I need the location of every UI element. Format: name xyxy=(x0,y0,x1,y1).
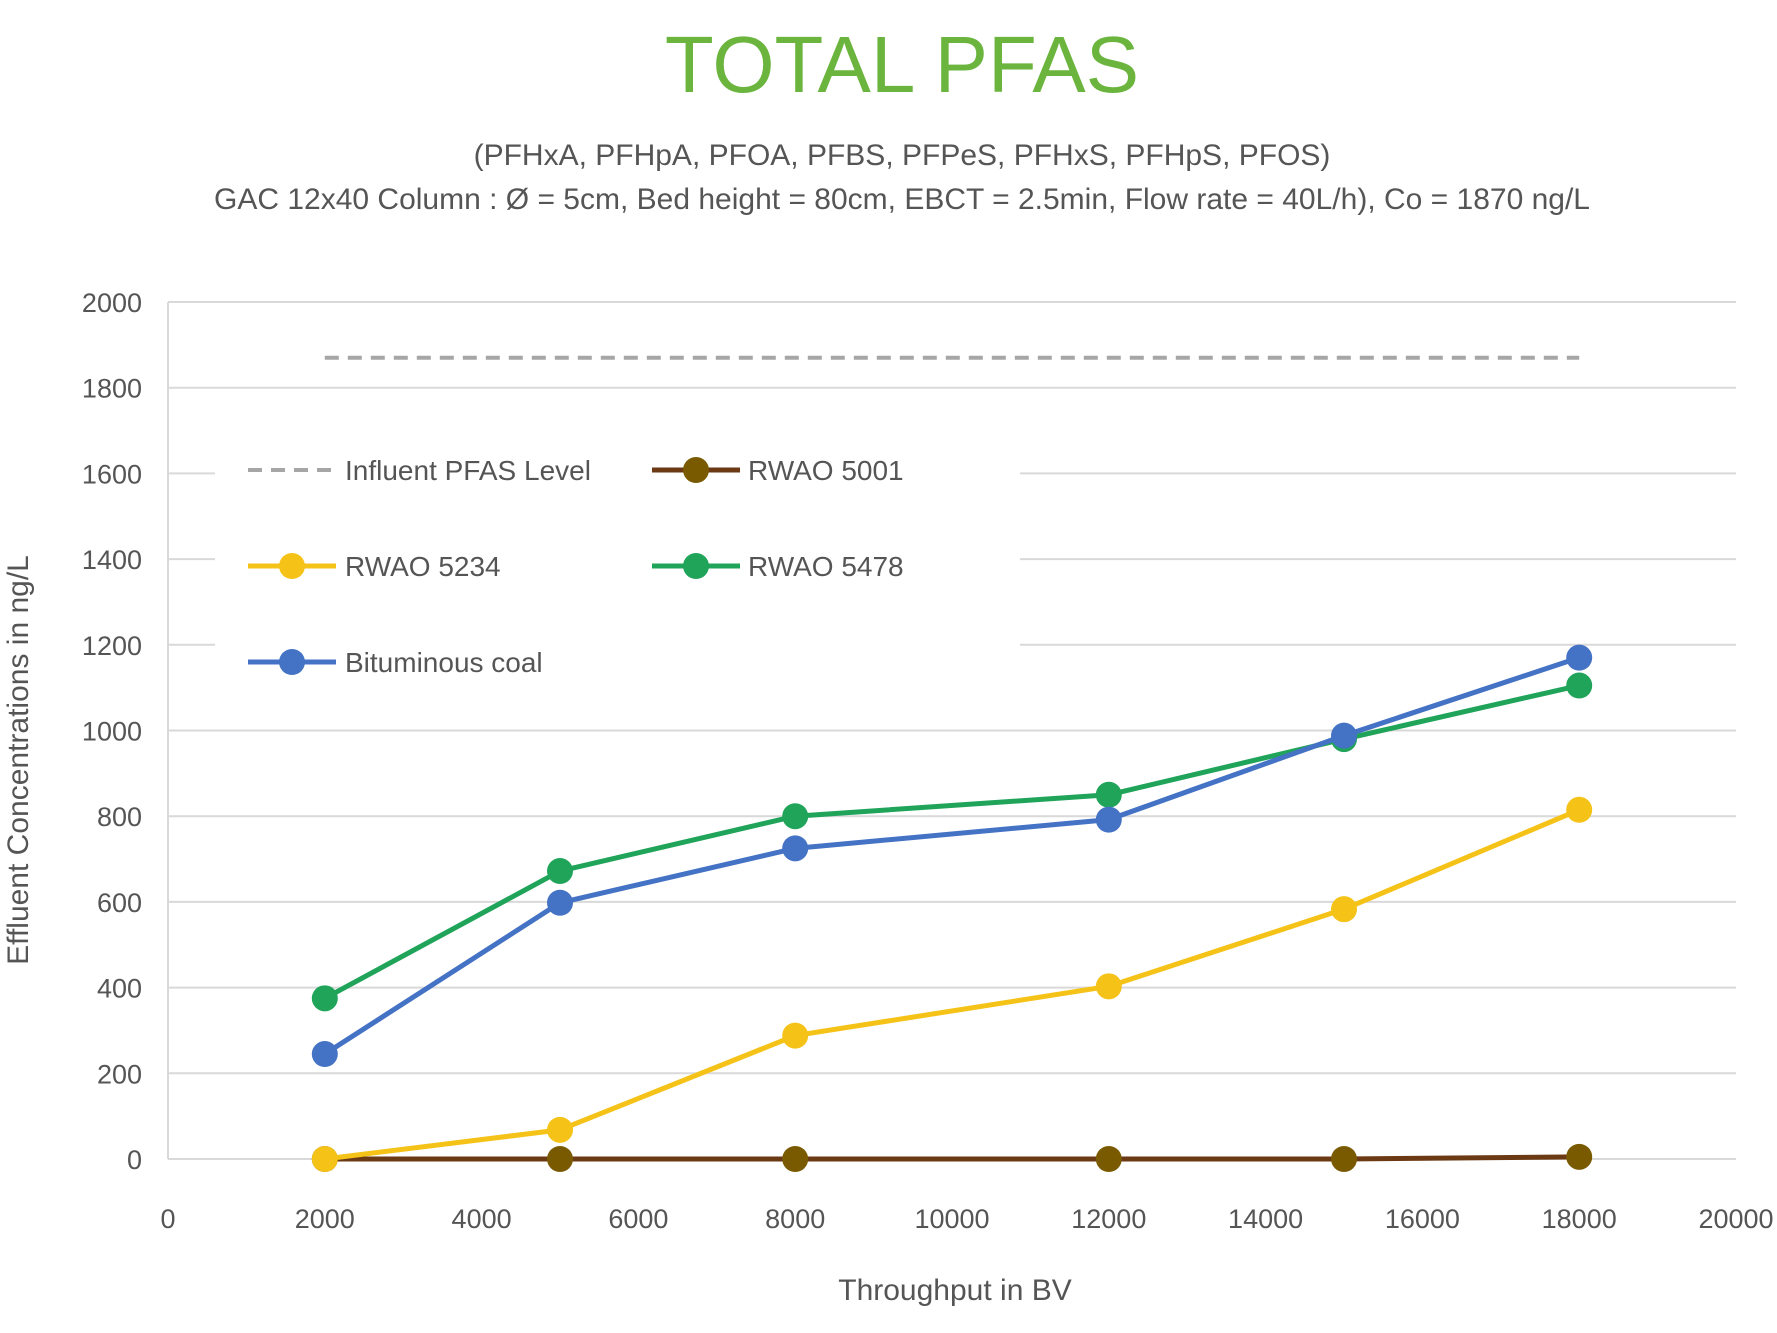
data-point-rwao-5001-12000 xyxy=(1095,1146,1122,1172)
y-tick-label-1400: 1400 xyxy=(82,545,142,575)
y-tick-label-1200: 1200 xyxy=(82,631,142,661)
x-tick-label-8000: 8000 xyxy=(765,1204,825,1234)
x-tick-label-12000: 12000 xyxy=(1071,1204,1146,1234)
legend-label-rwao-5478: RWAO 5478 xyxy=(748,551,904,582)
x-tick-label-4000: 4000 xyxy=(452,1204,512,1234)
x-tick-label-6000: 6000 xyxy=(608,1204,668,1234)
legend-label-rwao-5234: RWAO 5234 xyxy=(345,551,501,582)
data-point-rwao-5478-18000 xyxy=(1566,672,1593,699)
y-axis-label: Effluent Concentrations in ng/L xyxy=(2,555,35,965)
data-point-rwao-5234-2000 xyxy=(311,1146,338,1172)
x-tick-label-16000: 16000 xyxy=(1385,1204,1460,1234)
x-tick-label-14000: 14000 xyxy=(1228,1204,1303,1234)
chart-subtitle-line-2: GAC 12x40 Column : Ø = 5cm, Bed height =… xyxy=(214,183,1590,216)
data-point-rwao-5234-18000 xyxy=(1566,796,1593,823)
legend-label-influent: Influent PFAS Level xyxy=(345,455,591,486)
legend-label-bituminous-coal: Bituminous coal xyxy=(345,647,543,678)
legend-item-rwao-5001: RWAO 5001 xyxy=(652,455,904,486)
series-group xyxy=(311,355,1593,1172)
data-point-rwao-5001-18000 xyxy=(1566,1143,1593,1170)
x-tick-label-18000: 18000 xyxy=(1542,1204,1617,1234)
y-tick-label-1800: 1800 xyxy=(82,374,142,404)
data-point-bituminous-coal-5000 xyxy=(547,889,573,916)
legend-marker-rwao-5234 xyxy=(279,553,305,579)
y-tick-label-1600: 1600 xyxy=(82,459,142,489)
series-line-rwao-5234 xyxy=(324,807,1581,1162)
y-tick-label-0: 0 xyxy=(127,1145,142,1175)
data-point-rwao-5478-2000 xyxy=(311,985,338,1012)
chart-subtitle-line-1: (PFHxA, PFHpA, PFOA, PFBS, PFPeS, PFHxS,… xyxy=(474,139,1331,172)
data-point-rwao-5234-15000 xyxy=(1331,896,1357,923)
legend: Influent PFAS Level RWAO 5001 RWAO 5234 … xyxy=(248,455,904,678)
y-tick-label-200: 200 xyxy=(97,1059,142,1089)
legend-marker-rwao-5478 xyxy=(683,553,709,579)
y-tick-label-2000: 2000 xyxy=(82,288,142,318)
legend-label-rwao-5001: RWAO 5001 xyxy=(748,455,904,486)
data-point-rwao-5234-12000 xyxy=(1095,973,1122,1000)
x-axis-label: Throughput in BV xyxy=(838,1274,1071,1307)
data-point-bituminous-coal-15000 xyxy=(1331,722,1357,749)
y-tick-label-800: 800 xyxy=(97,802,142,832)
series-rwao-5234 xyxy=(311,796,1593,1172)
legend-item-rwao-5478: RWAO 5478 xyxy=(652,551,904,582)
x-tick-label-10000: 10000 xyxy=(914,1204,989,1234)
data-point-rwao-5234-5000 xyxy=(547,1116,573,1143)
series-rwao-5001 xyxy=(311,1143,1593,1172)
chart-title: TOTAL PFAS xyxy=(665,20,1139,109)
data-point-rwao-5234-8000 xyxy=(782,1022,809,1049)
series-line-rwao-5478 xyxy=(323,683,1580,1001)
data-point-bituminous-coal-2000 xyxy=(311,1041,338,1068)
legend-item-rwao-5234: RWAO 5234 xyxy=(248,551,501,582)
y-tick-label-600: 600 xyxy=(97,888,142,918)
x-tick-label-2000: 2000 xyxy=(295,1204,355,1234)
data-point-rwao-5478-8000 xyxy=(782,803,809,830)
series-line-rwao-5001 xyxy=(324,1154,1580,1162)
data-point-bituminous-coal-18000 xyxy=(1566,644,1593,671)
x-tick-label-20000: 20000 xyxy=(1698,1204,1773,1234)
legend-marker-rwao-5001 xyxy=(683,457,709,483)
data-point-rwao-5001-15000 xyxy=(1331,1146,1357,1172)
data-point-bituminous-coal-8000 xyxy=(782,835,809,862)
data-point-rwao-5478-5000 xyxy=(547,858,573,885)
data-point-rwao-5478-12000 xyxy=(1095,781,1122,808)
series-line-bituminous-coal xyxy=(323,655,1580,1057)
series-rwao-5478 xyxy=(311,672,1593,1012)
legend-item-bituminous-coal: Bituminous coal xyxy=(248,647,543,678)
y-tick-label-400: 400 xyxy=(97,974,142,1004)
gridlines xyxy=(167,301,1736,1160)
legend-marker-bituminous-coal xyxy=(279,649,305,675)
x-tick-label-0: 0 xyxy=(160,1204,175,1234)
data-point-bituminous-coal-12000 xyxy=(1095,806,1122,833)
data-point-rwao-5001-5000 xyxy=(547,1146,573,1172)
series-bituminous-coal xyxy=(311,644,1593,1068)
data-point-rwao-5001-8000 xyxy=(782,1146,809,1172)
y-tick-label-1000: 1000 xyxy=(82,717,142,747)
legend-item-influent: Influent PFAS Level xyxy=(248,455,591,486)
